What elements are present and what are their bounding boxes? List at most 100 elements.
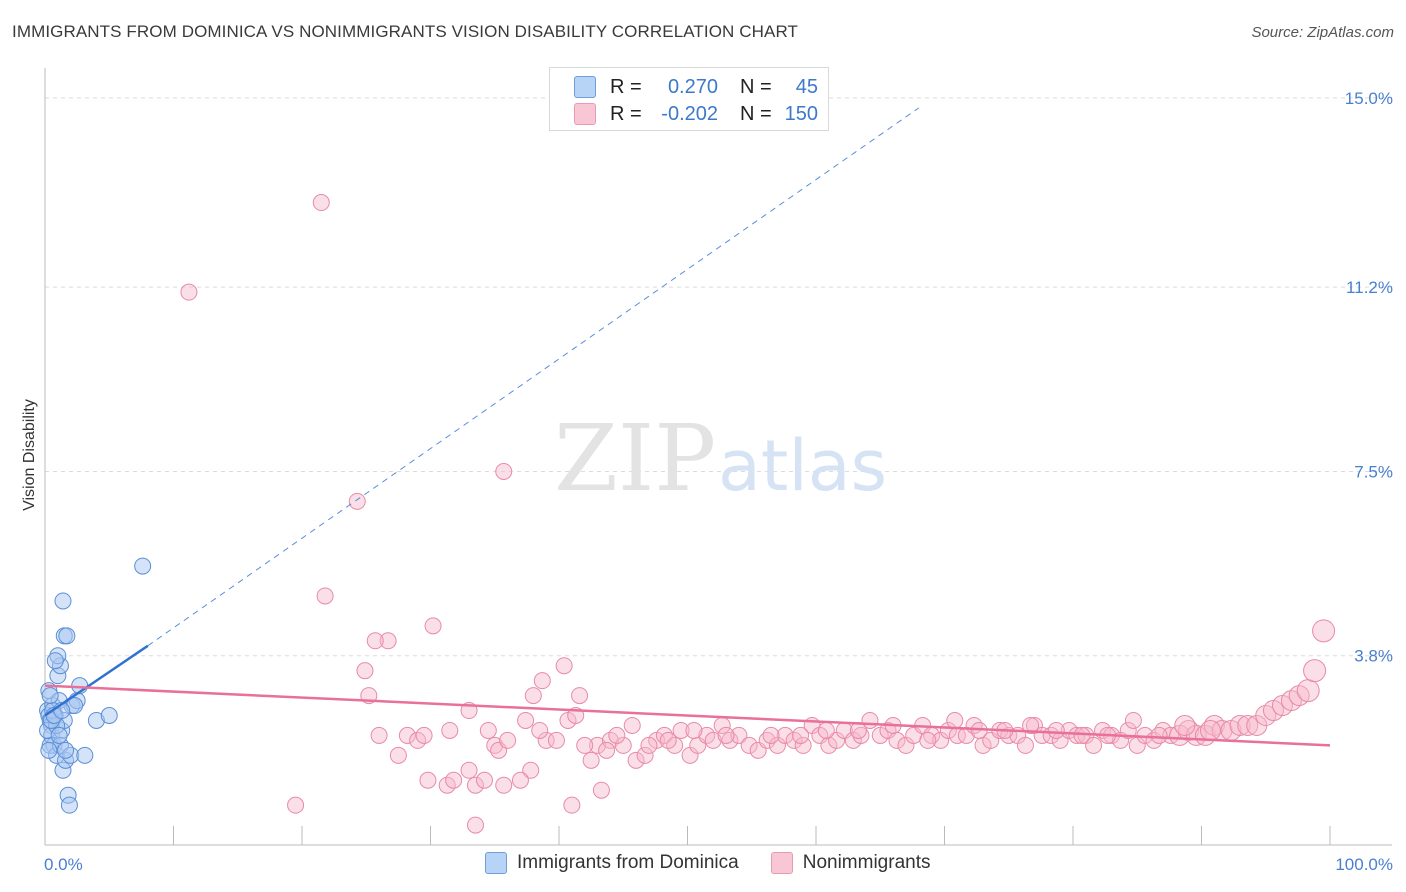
data-point-nonimmigrants: [852, 726, 870, 744]
data-point-nonimmigrants: [495, 462, 513, 480]
data-point-nonimmigrants: [445, 771, 463, 789]
legend-swatch-pink: [770, 852, 793, 874]
data-point-dominica: [58, 627, 76, 645]
watermark-zip: ZIP: [554, 405, 716, 512]
data-point-nonimmigrants: [1162, 726, 1180, 744]
data-point-nonimmigrants: [1022, 716, 1040, 734]
data-point-nonimmigrants: [1150, 726, 1168, 744]
data-point-dominica: [50, 726, 68, 744]
data-point-dominica: [46, 652, 64, 670]
data-point-nonimmigrants: [460, 761, 478, 779]
data-point-nonimmigrants: [792, 726, 810, 744]
legend-label-dominica: Immigrants from Dominica: [517, 852, 739, 873]
data-point-nonimmigrants: [1312, 619, 1336, 643]
x-tick-label: 0.0%: [44, 855, 83, 874]
stats-legend: R = 0.270 N = 45 R = -0.202 N = 150: [549, 67, 829, 131]
data-point-nonimmigrants: [1068, 726, 1086, 744]
data-point-nonimmigrants: [1073, 726, 1091, 744]
data-point-nonimmigrants: [475, 771, 493, 789]
data-point-nonimmigrants: [356, 662, 374, 680]
data-point-nonimmigrants: [563, 796, 581, 814]
data-point-nonimmigrants: [398, 726, 416, 744]
legend-swatch-pink: [574, 103, 596, 125]
data-point-nonimmigrants: [640, 736, 658, 754]
data-point-nonimmigrants: [180, 283, 198, 301]
data-point-nonimmigrants: [919, 731, 937, 749]
data-point-nonimmigrants: [499, 731, 517, 749]
data-point-nonimmigrants: [659, 731, 677, 749]
data-point-dominica: [40, 741, 58, 759]
y-tick-label: 7.5%: [1354, 462, 1393, 481]
data-point-nonimmigrants: [522, 761, 540, 779]
data-point-nonimmigrants: [817, 721, 835, 739]
data-point-nonimmigrants: [348, 492, 366, 510]
data-point-nonimmigrants: [946, 711, 964, 729]
legend-row-nonimmigrants: R = -0.202 N = 150: [574, 101, 818, 127]
legend-r-value: 0.270: [667, 75, 718, 98]
data-point-nonimmigrants: [424, 617, 442, 635]
data-point-nonimmigrants: [614, 736, 632, 754]
legend-r-label: R =: [610, 75, 642, 98]
data-point-nonimmigrants: [1296, 679, 1320, 703]
data-point-nonimmigrants: [1124, 711, 1142, 729]
data-point-nonimmigrants: [441, 721, 459, 739]
legend-n-label: N =: [740, 102, 772, 125]
series-legend: Immigrants from Dominica Nonimmigrants: [485, 852, 962, 874]
trend-line-nonimmigrants: [44, 684, 1331, 747]
data-point-nonimmigrants: [740, 736, 758, 754]
data-point-nonimmigrants: [776, 726, 794, 744]
data-point-nonimmigrants: [672, 721, 690, 739]
axes: [44, 68, 1392, 846]
trend-line-dominica: [44, 644, 149, 717]
data-point-nonimmigrants: [704, 731, 722, 749]
data-point-nonimmigrants: [730, 726, 748, 744]
data-point-nonimmigrants: [1047, 721, 1065, 739]
data-point-nonimmigrants: [370, 726, 388, 744]
data-point-nonimmigrants: [1237, 714, 1259, 736]
data-point-nonimmigrants: [592, 781, 610, 799]
watermark: ZIP atlas: [554, 405, 887, 512]
data-point-dominica: [76, 746, 94, 764]
legend-label-nonimmigrants: Nonimmigrants: [802, 852, 931, 873]
data-point-nonimmigrants: [316, 587, 334, 605]
data-point-dominica: [57, 741, 75, 759]
data-point-nonimmigrants: [685, 721, 703, 739]
legend-r-value: -0.202: [661, 102, 718, 125]
data-point-nonimmigrants: [608, 726, 626, 744]
tick-labels: 3.8% 7.5% 11.2% 15.0% 0.0% 100.0%: [44, 89, 1393, 874]
data-point-nonimmigrants: [1229, 714, 1251, 736]
data-point-nonimmigrants: [537, 731, 555, 749]
data-point-nonimmigrants: [379, 632, 397, 650]
data-point-nonimmigrants: [366, 632, 384, 650]
data-point-dominica: [54, 592, 72, 610]
data-point-nonimmigrants: [312, 194, 330, 212]
data-point-dominica: [100, 707, 118, 725]
x-tick-label: 100.0%: [1335, 855, 1393, 874]
data-point-nonimmigrants: [479, 721, 497, 739]
data-point-nonimmigrants: [415, 726, 433, 744]
data-point-nonimmigrants: [1199, 719, 1221, 741]
data-point-nonimmigrants: [466, 776, 484, 794]
trend-line-dominica-extension: [147, 107, 920, 647]
data-point-nonimmigrants: [636, 746, 654, 764]
chart-source: Source: ZipAtlas.com: [1251, 24, 1394, 41]
data-point-nonimmigrants: [555, 657, 573, 675]
trend-lines: [44, 107, 1331, 747]
legend-swatch-blue: [574, 76, 596, 98]
data-point-nonimmigrants: [623, 716, 641, 734]
data-point-nonimmigrants: [524, 687, 542, 705]
chart-title: IMMIGRANTS FROM DOMINICA VS NONIMMIGRANT…: [12, 22, 798, 41]
data-point-nonimmigrants: [466, 816, 484, 834]
data-point-nonimmigrants: [511, 771, 529, 789]
data-point-nonimmigrants: [589, 736, 607, 754]
data-point-nonimmigrants: [495, 776, 513, 794]
legend-n-label: N =: [740, 75, 772, 98]
legend-item-dominica: Immigrants from Dominica: [485, 852, 739, 874]
data-point-dominica: [60, 796, 78, 814]
data-point-dominica: [134, 557, 152, 575]
y-axis-label: Vision Disability: [21, 399, 38, 511]
y-tick-label: 3.8%: [1354, 647, 1393, 666]
legend-item-nonimmigrants: Nonimmigrants: [770, 852, 931, 874]
data-point-nonimmigrants: [533, 672, 551, 690]
